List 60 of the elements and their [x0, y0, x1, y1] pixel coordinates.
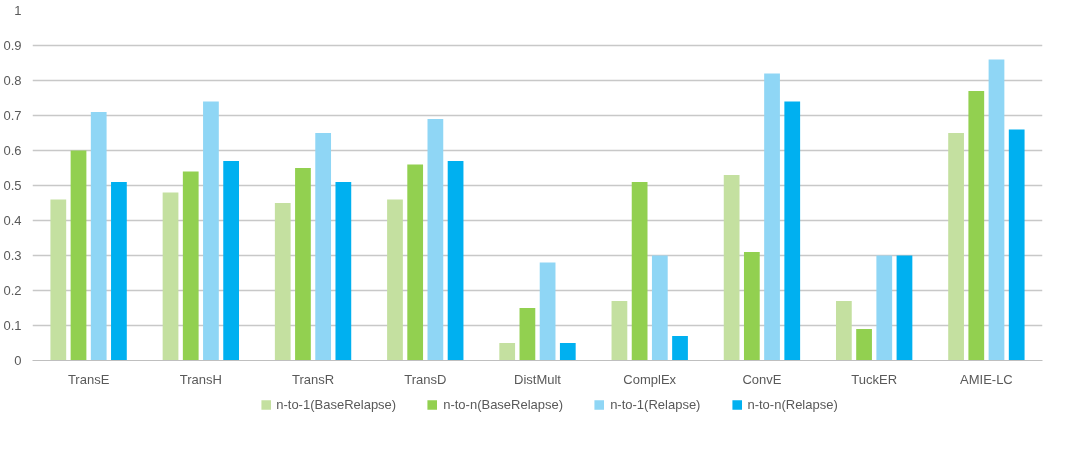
bar	[223, 161, 240, 361]
y-tick-label: 0.7	[3, 108, 22, 123]
y-tick-label: 1	[14, 3, 22, 18]
bar	[90, 112, 107, 361]
bar	[764, 73, 780, 361]
bar	[559, 343, 576, 361]
y-tick-label: 0	[14, 353, 22, 368]
bar	[387, 199, 403, 361]
bar	[784, 101, 801, 361]
y-tick-label: 0.3	[3, 248, 22, 263]
y-tick-label: 0.1	[3, 318, 22, 333]
y-tick-label: 0.4	[3, 213, 22, 228]
legend-label: n-to-1(Relapse)	[610, 396, 701, 412]
bar	[274, 203, 291, 361]
bar	[335, 182, 352, 361]
bar	[611, 301, 628, 361]
x-tick-label: TransE	[67, 371, 110, 387]
x-tick-label: TuckER	[851, 371, 898, 387]
x-tick-label: AMIE-LC	[960, 371, 1013, 387]
bar	[50, 199, 67, 361]
x-tick-label: DistMult	[514, 371, 562, 387]
bar	[651, 255, 668, 361]
bar	[519, 308, 536, 361]
bar	[968, 91, 985, 361]
bar	[499, 343, 516, 361]
bar	[631, 182, 648, 361]
bar	[70, 150, 87, 361]
bar	[723, 175, 740, 361]
bar	[1008, 129, 1025, 361]
legend-label: n-to-1(BaseRelapse)	[276, 396, 397, 412]
legend-label: n-to-n(Relapse)	[747, 396, 838, 412]
x-tick-label: TransD	[404, 371, 447, 387]
bar	[672, 336, 688, 361]
y-tick-label: 0.6	[3, 143, 22, 158]
y-tick-label: 0.2	[3, 283, 22, 298]
bar	[295, 168, 311, 361]
x-tick-label: ConvE	[742, 371, 782, 387]
x-tick-label: ComplEx	[623, 371, 677, 387]
legend-label: n-to-n(BaseRelapse)	[443, 396, 564, 412]
y-tick-label: 0.5	[3, 178, 22, 193]
bar	[407, 164, 424, 361]
bar	[447, 161, 464, 361]
bar	[896, 255, 913, 361]
bar	[988, 59, 1005, 361]
bar	[876, 255, 893, 361]
bar	[539, 262, 556, 361]
bar	[111, 182, 127, 361]
y-tick-label: 0.8	[3, 73, 22, 88]
x-tick-label: TransH	[179, 371, 222, 387]
bar	[182, 171, 199, 361]
bar	[162, 192, 179, 361]
x-tick-label: TransR	[291, 371, 335, 387]
bar	[835, 301, 852, 361]
bar	[203, 101, 219, 361]
y-tick-label: 0.9	[3, 38, 22, 53]
bar	[427, 119, 444, 361]
bar	[948, 133, 964, 361]
bar	[315, 133, 332, 361]
bar	[743, 252, 760, 361]
bar	[856, 329, 872, 361]
